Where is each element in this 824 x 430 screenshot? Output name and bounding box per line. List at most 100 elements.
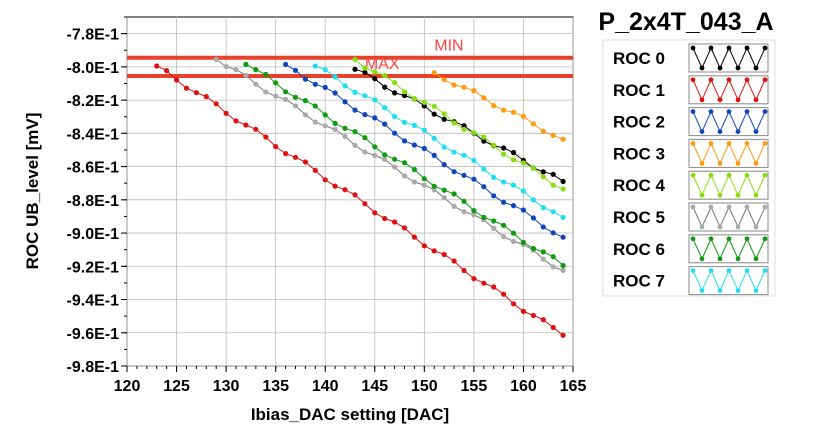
data-point: [322, 67, 328, 73]
data-point: [550, 171, 556, 177]
data-point: [392, 130, 398, 136]
data-point: [481, 134, 487, 140]
legend-swatch-marker: [726, 236, 732, 242]
data-point: [312, 167, 318, 173]
data-point: [550, 324, 556, 331]
data-point: [421, 176, 427, 182]
data-point: [451, 120, 457, 126]
y-tick-label: -8.2E-1: [67, 93, 120, 110]
data-point: [372, 97, 378, 103]
data-point: [392, 80, 398, 86]
y-tick-label: -8.8E-1: [67, 193, 120, 210]
legend-swatch-marker: [699, 97, 705, 103]
data-point: [352, 56, 358, 63]
legend-swatch-marker: [726, 172, 732, 178]
series-roc-4: [352, 56, 566, 192]
threshold-label-min: MIN: [434, 38, 463, 55]
data-point: [263, 134, 269, 140]
data-point: [471, 176, 477, 182]
data-point: [401, 119, 408, 125]
data-point: [540, 249, 546, 255]
data-point: [292, 94, 299, 100]
data-point: [560, 214, 566, 220]
x-tick-label: 125: [163, 378, 190, 395]
data-point: [481, 184, 487, 190]
data-point: [312, 119, 318, 125]
data-point: [510, 182, 517, 188]
data-point: [382, 152, 388, 158]
series-roc-1: [154, 63, 566, 338]
data-point: [471, 88, 477, 94]
data-point: [243, 61, 249, 67]
data-point: [401, 225, 408, 231]
data-point: [441, 195, 447, 201]
data-point: [411, 122, 417, 128]
threshold-label-max: MAX: [365, 56, 400, 73]
legend-swatch-marker: [762, 204, 768, 210]
legend-swatch-marker: [690, 236, 696, 242]
data-point: [362, 69, 368, 75]
legend-swatch-marker: [708, 141, 714, 146]
legend-swatch-marker: [762, 236, 768, 242]
data-point: [451, 169, 457, 175]
data-point: [362, 65, 368, 71]
data-point: [540, 128, 546, 134]
x-tick-label: 165: [560, 378, 587, 395]
legend-swatch-marker: [726, 204, 732, 210]
data-point: [461, 152, 467, 158]
data-point: [164, 68, 170, 74]
data-point: [292, 103, 299, 109]
data-point: [461, 123, 467, 129]
y-axis-label: ROC UB_level [mV]: [23, 113, 42, 270]
data-point: [550, 264, 556, 270]
data-point: [471, 157, 477, 164]
data-point: [451, 258, 457, 264]
data-point: [491, 174, 497, 180]
data-point: [421, 182, 427, 188]
data-point: [183, 85, 190, 91]
legend-swatch-marker: [708, 109, 714, 114]
legend-swatch-marker: [753, 161, 759, 166]
data-point: [451, 149, 457, 155]
data-point: [352, 66, 358, 72]
legend-swatch-marker: [717, 256, 723, 262]
data-point: [332, 120, 338, 126]
data-point: [501, 222, 507, 228]
data-point: [520, 113, 527, 119]
legend-swatch-marker: [690, 204, 696, 210]
legend-swatch-marker: [762, 141, 768, 146]
x-tick-label: 130: [213, 378, 240, 395]
data-point: [362, 112, 368, 118]
data-point: [471, 276, 477, 282]
data-point: [560, 136, 566, 142]
data-point: [243, 122, 249, 128]
series-roc-2: [283, 61, 566, 240]
legend-swatch-marker: [744, 109, 750, 114]
data-point: [352, 107, 358, 113]
data-point: [501, 145, 507, 151]
legend-swatch-marker: [753, 256, 759, 262]
data-point: [560, 267, 566, 273]
data-point: [213, 101, 219, 107]
data-point: [481, 280, 487, 286]
data-point: [401, 173, 408, 179]
data-point: [332, 126, 338, 132]
legend-swatch-marker: [762, 109, 768, 114]
data-point: [441, 187, 447, 193]
data-point: [540, 205, 546, 211]
y-tick-label: -9.8E-1: [67, 359, 120, 376]
data-point: [362, 201, 368, 207]
data-point: [372, 152, 378, 158]
data-point: [421, 127, 427, 133]
legend-swatch-marker: [690, 172, 696, 178]
data-point: [322, 123, 328, 129]
series-line: [354, 68, 564, 182]
data-point: [431, 152, 437, 158]
data-point: [283, 61, 289, 67]
data-point: [431, 248, 437, 254]
legend-swatch-marker: [699, 161, 705, 166]
data-point: [550, 132, 556, 138]
data-point: [530, 197, 537, 203]
data-point: [550, 254, 556, 260]
data-point: [392, 164, 398, 170]
